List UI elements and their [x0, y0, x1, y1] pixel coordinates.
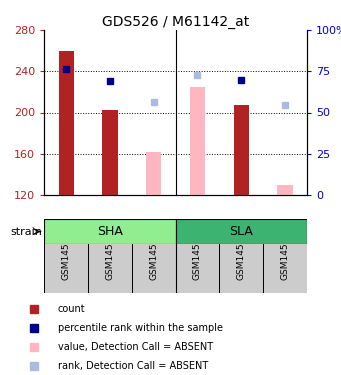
Bar [44, 219, 88, 292]
Bar [44, 219, 176, 244]
Bar [190, 87, 205, 195]
Bar [277, 185, 293, 195]
Bar [176, 219, 307, 244]
Text: GSM14524: GSM14524 [281, 231, 290, 280]
Text: GSM14522: GSM14522 [237, 231, 246, 280]
Bar [219, 219, 263, 292]
Text: SHA: SHA [97, 225, 123, 238]
Title: GDS526 / M61142_at: GDS526 / M61142_at [102, 15, 249, 29]
Text: GSM14519: GSM14519 [62, 231, 71, 280]
Bar [176, 219, 219, 292]
Text: count: count [58, 304, 86, 314]
Bar [59, 51, 74, 195]
Text: strain: strain [10, 226, 42, 237]
Bar [132, 219, 176, 292]
Text: percentile rank within the sample: percentile rank within the sample [58, 323, 223, 333]
Bar [102, 110, 118, 195]
Bar [263, 219, 307, 292]
Text: GSM14520: GSM14520 [105, 231, 115, 280]
Text: rank, Detection Call = ABSENT: rank, Detection Call = ABSENT [58, 361, 208, 371]
Text: GSM14523: GSM14523 [149, 231, 158, 280]
Text: GSM14521: GSM14521 [193, 231, 202, 280]
Bar [234, 105, 249, 195]
Text: SLA: SLA [229, 225, 253, 238]
Bar [88, 219, 132, 292]
Bar [146, 152, 161, 195]
Text: value, Detection Call = ABSENT: value, Detection Call = ABSENT [58, 342, 213, 352]
